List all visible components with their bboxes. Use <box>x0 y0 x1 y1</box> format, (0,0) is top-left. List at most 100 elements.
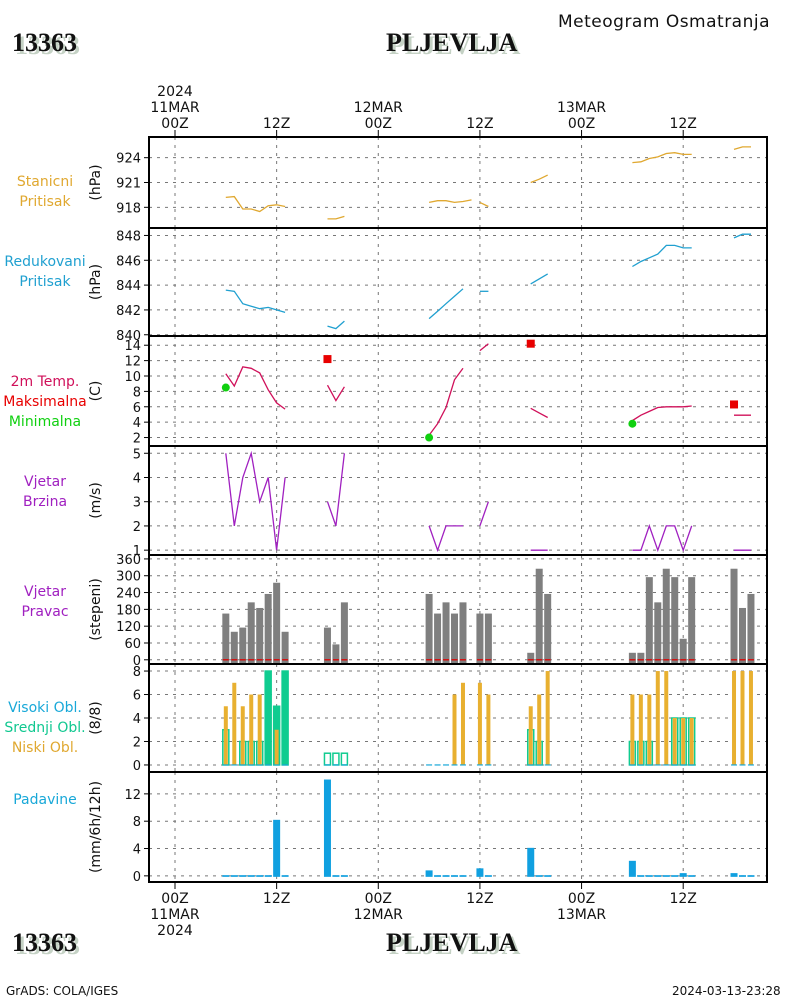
wind-direction-bar <box>425 593 433 664</box>
series-line <box>479 501 490 527</box>
low-cloud-bar <box>486 694 491 765</box>
time-label-top: 12Z <box>263 116 290 132</box>
wind-direction-bar <box>527 652 535 664</box>
wind-direction-bar <box>535 568 543 664</box>
wind-direction-bar <box>332 644 340 664</box>
low-cloud-bar <box>537 694 542 765</box>
axis-unit-label: (stepeni) <box>88 578 104 641</box>
panel-frame <box>148 445 768 556</box>
series-line <box>733 146 751 151</box>
panel-label: Minimalna <box>8 414 82 430</box>
precipitation-bar <box>645 875 653 877</box>
wind-direction-bar <box>230 631 238 664</box>
wind-direction-bar <box>671 577 679 664</box>
low-cloud-bar <box>545 671 550 765</box>
wind-direction-bar <box>476 613 484 664</box>
series-line <box>632 405 692 422</box>
precipitation-bar <box>688 875 696 877</box>
series-line <box>632 523 693 553</box>
y-tick-label: 180 <box>116 603 141 618</box>
panel-label: Redukovani <box>4 254 86 270</box>
low-cloud-bar <box>689 718 694 765</box>
series-line <box>530 174 548 184</box>
time-label-top: 12Z <box>466 116 493 132</box>
y-tick-label: 300 <box>116 570 141 585</box>
series-line <box>530 407 549 419</box>
precipitation-bar <box>654 875 662 877</box>
low-cloud-bar <box>740 671 745 765</box>
y-tick-label: 918 <box>116 201 141 216</box>
y-tick-label: 240 <box>116 587 141 602</box>
time-label-bottom: 2024 <box>157 923 193 939</box>
y-tick-label: 2 <box>133 735 141 750</box>
y-tick-label: 848 <box>116 229 141 244</box>
precipitation-bar <box>451 875 459 877</box>
low-cloud-bar <box>274 729 279 765</box>
y-tick-label: 8 <box>133 385 141 400</box>
y-tick-label: 924 <box>116 152 141 167</box>
wind-direction-bar <box>451 613 459 664</box>
y-tick-label: 5 <box>133 447 141 462</box>
wind-direction-bar <box>628 652 636 664</box>
wind-direction-bar <box>264 593 272 664</box>
panel-label: Stanicni <box>16 174 74 190</box>
series-line <box>530 273 549 285</box>
y-tick-label: 2 <box>133 432 141 447</box>
y-tick-label: 0 <box>133 759 141 774</box>
station-name-bottom: PLJEVLJA <box>386 928 518 957</box>
axis-unit-label: (8/8) <box>88 701 104 734</box>
panel-label: Pritisak <box>19 194 71 210</box>
low-cloud-bar <box>655 671 660 765</box>
axis-unit-label: (C) <box>88 381 104 402</box>
max-temp-marker <box>730 400 739 409</box>
wind-direction-bar <box>484 613 492 664</box>
y-tick-label: 846 <box>116 254 141 269</box>
precipitation-bar <box>425 870 433 877</box>
y-tick-label: 0 <box>133 870 141 885</box>
y-tick-label: 840 <box>116 329 141 344</box>
precipitation-bar <box>323 779 331 877</box>
low-cloud-bar <box>249 694 254 765</box>
series-line <box>327 215 345 220</box>
y-tick-label: 4 <box>133 712 141 727</box>
low-cloud-bar <box>240 706 245 765</box>
y-tick-label: 8 <box>133 815 141 830</box>
panel-label: Visoki Obl. <box>8 700 82 716</box>
series-line <box>479 343 489 352</box>
precipitation-bar <box>264 875 272 877</box>
wind-direction-bar <box>442 602 450 664</box>
series-line <box>479 201 489 208</box>
series-line <box>326 453 346 527</box>
time-label-bottom: 00Z <box>161 891 188 907</box>
footer-credit: GrADS: COLA/IGES <box>6 984 119 998</box>
min-temp-marker <box>221 383 230 392</box>
wind-direction-bar <box>738 607 746 664</box>
panel-label: Vjetar <box>24 474 66 490</box>
time-label-bottom: 13MAR <box>557 907 606 923</box>
station-id-top: 13363 <box>12 28 77 57</box>
low-cloud-bar <box>664 671 669 765</box>
y-tick-label: 921 <box>116 177 141 192</box>
series-line <box>428 367 464 436</box>
y-tick-label: 12 <box>124 355 141 370</box>
axis-unit-label: (hPa) <box>88 164 104 200</box>
precipitation-bar <box>679 873 687 877</box>
mid-cloud-bar <box>332 752 340 766</box>
series-line <box>327 320 345 330</box>
panel-label: Padavine <box>13 792 77 808</box>
series-line <box>428 199 472 204</box>
y-tick-label: 842 <box>116 304 141 319</box>
wind-direction-bar <box>434 613 442 664</box>
precipitation-bar <box>230 875 238 877</box>
wind-direction-bar <box>256 607 264 664</box>
low-cloud-bar <box>452 694 457 765</box>
low-cloud-bar <box>647 694 652 765</box>
y-tick-label: 2 <box>133 520 141 535</box>
precipitation-bar <box>738 875 746 877</box>
panel-frame <box>148 335 768 447</box>
series-line <box>225 366 286 410</box>
wind-direction-bar <box>273 582 281 664</box>
wind-direction-bar <box>239 627 247 664</box>
y-tick-label: 14 <box>124 339 141 354</box>
y-tick-label: 1 <box>133 544 141 559</box>
